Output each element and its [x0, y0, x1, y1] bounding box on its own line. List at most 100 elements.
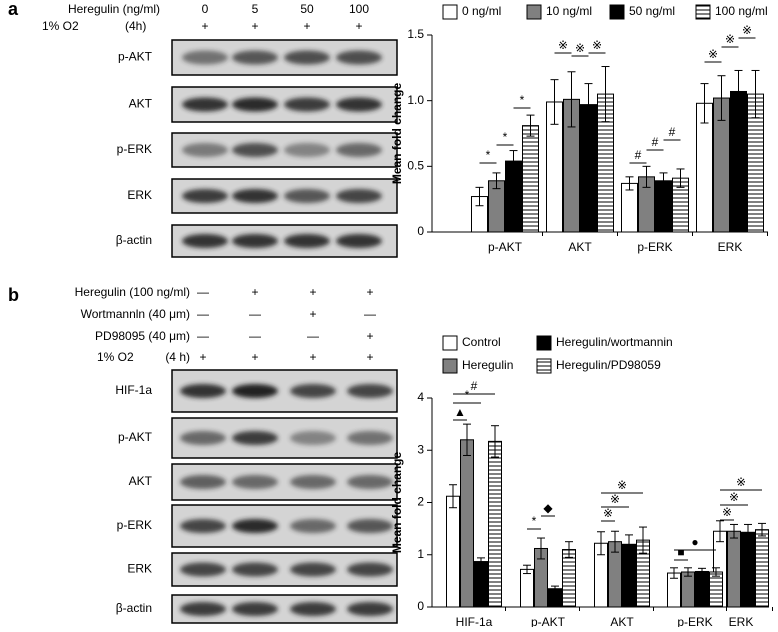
bar: [488, 440, 502, 608]
significance-mark: ※: [736, 475, 746, 489]
blot-band: [290, 475, 336, 489]
error-bar: [625, 534, 633, 555]
error-bar: [758, 522, 766, 537]
legend-swatch: [526, 4, 542, 20]
error-bar: [584, 83, 593, 127]
blot-band: [284, 143, 330, 157]
blot-band: [284, 50, 330, 65]
significance-mark: ※: [729, 490, 739, 504]
treatment-cell: —: [249, 329, 261, 343]
blot-label: AKT: [129, 97, 153, 111]
y-axis-label: Mean fold change: [390, 452, 404, 554]
blot-label: ERK: [127, 562, 152, 576]
error-bar: [551, 585, 559, 592]
blot-label: p-ERK: [117, 142, 152, 156]
significance-mark: ※: [722, 505, 732, 519]
blot-band: [347, 519, 393, 533]
treatment-label: PD98095 (40 μm): [95, 329, 190, 343]
y-tick-label: 1.0: [407, 93, 424, 107]
blot: [171, 369, 398, 413]
treatment-label: 1% O2: [42, 19, 79, 33]
significance-mark: ※: [603, 506, 613, 520]
treatment-note: (4 h): [165, 350, 190, 364]
treatment-cell: —: [197, 285, 209, 299]
blot: [171, 178, 398, 214]
error-bar: [670, 567, 678, 579]
error-bar: [716, 520, 724, 543]
legend-label: Heregulin/wortmannin: [556, 335, 673, 349]
blot-band: [284, 97, 330, 112]
treatment-cell: —: [307, 329, 319, 343]
blot: [171, 417, 398, 459]
blot-band: [232, 50, 278, 65]
treatment-cell: +: [309, 350, 316, 364]
bar: [709, 571, 723, 608]
treatment-cell: +: [201, 19, 208, 33]
bar: [562, 549, 576, 608]
significance-mark: #: [471, 379, 478, 393]
legend-label: 10 ng/ml: [546, 4, 592, 18]
significance-mark: ▲: [454, 405, 466, 419]
blot-band: [180, 519, 226, 533]
blot-band: [347, 475, 393, 489]
error-bar: [463, 423, 471, 456]
blot-band: [182, 143, 228, 157]
treatment-cell: 50: [300, 2, 314, 16]
blot-band: [232, 475, 278, 489]
legend-swatch: [609, 4, 625, 20]
error-bar: [717, 75, 726, 121]
blot-label: p-ERK: [117, 518, 152, 532]
blot-band: [232, 519, 278, 533]
significance-mark: *: [486, 148, 491, 162]
blot-band: [232, 562, 278, 577]
blot-label: AKT: [129, 474, 153, 488]
panel-letter: b: [8, 285, 19, 305]
significance-mark: ※: [592, 38, 602, 52]
legend-swatch: [695, 4, 711, 20]
bar: [522, 125, 539, 233]
bar: [681, 571, 695, 608]
blot-band: [180, 475, 226, 489]
blot-band: [290, 519, 336, 533]
significance-mark: ※: [617, 478, 627, 492]
blot-band: [232, 97, 278, 112]
treatment-cell: +: [303, 19, 310, 33]
bar: [727, 530, 741, 608]
blot-band: [232, 384, 278, 398]
treatment-cell: +: [355, 19, 362, 33]
blot-label: β-actin: [116, 601, 152, 615]
y-tick-label: 0: [417, 599, 424, 613]
blot-band: [336, 189, 382, 203]
treatment-cell: +: [309, 307, 316, 321]
blot: [171, 504, 398, 548]
blot-band: [336, 50, 382, 65]
blot-band: [290, 562, 336, 577]
error-bar: [642, 165, 651, 188]
bar: [695, 570, 709, 608]
legend-swatch: [536, 335, 552, 351]
treatment-label: 1% O2: [97, 350, 134, 364]
y-tick-label: 0: [417, 224, 424, 238]
blot-band: [290, 602, 336, 616]
treatment-cell: +: [251, 285, 258, 299]
treatment-label: Heregulin (100 ng/ml): [75, 285, 190, 299]
y-tick-label: 3: [417, 442, 424, 456]
significance-mark: *: [520, 93, 525, 107]
treatment-cell: +: [251, 350, 258, 364]
treatment-cell: +: [366, 350, 373, 364]
error-bar: [712, 567, 720, 577]
blot-band: [347, 562, 393, 577]
error-bar: [639, 526, 647, 554]
blot-label: β-actin: [116, 233, 152, 247]
blot-band: [232, 602, 278, 616]
error-bar: [509, 150, 518, 173]
error-bar: [475, 186, 484, 207]
error-bar: [601, 66, 610, 123]
x-tick-label: AKT: [610, 615, 634, 627]
legend-swatch: [442, 335, 458, 351]
blot-band: [347, 431, 393, 445]
legend-label: 100 ng/ml: [715, 4, 768, 18]
blot-band: [180, 431, 226, 445]
x-tick-label: HIF-1a: [456, 615, 493, 627]
blot-band: [347, 384, 393, 398]
